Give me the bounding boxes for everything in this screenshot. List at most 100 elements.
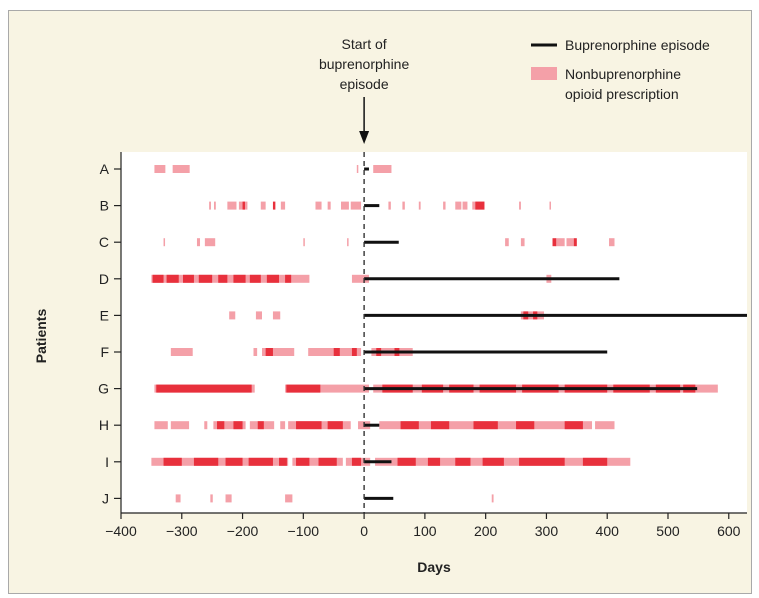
overlap-segment-D-1: [166, 274, 179, 283]
overlap-segment-G-0: [156, 384, 252, 393]
prescription-segment-B-1: [213, 201, 216, 210]
prescription-segment-D-1: [351, 274, 369, 283]
overlap-segment-C-1: [573, 238, 577, 247]
prescription-segment-J-1: [210, 494, 213, 503]
prescription-segment-J-0: [175, 494, 181, 503]
prescription-segment-B-4: [260, 201, 266, 210]
prescription-segment-A-1: [172, 165, 190, 173]
chart-svg: A B C D E F G H I J −400 −300 −200 −100 0 100 200 300 400…: [33, 36, 747, 575]
overlap-segment-I-6: [318, 457, 337, 466]
x-tick-label-200: 200: [474, 523, 498, 539]
prescription-segment-C-5: [505, 238, 509, 247]
overlap-segment-H-3: [296, 421, 322, 430]
overlap-segment-I-12: [519, 457, 565, 466]
prescription-segment-H-5: [280, 421, 286, 430]
prescription-segment-C-0: [163, 238, 166, 247]
prescription-segment-J-3: [285, 494, 293, 503]
prescription-segment-B-7: [327, 201, 331, 210]
prescription-segment-F-0: [170, 348, 193, 356]
overlap-segment-C-0: [552, 238, 557, 247]
x-tick-label--100: −100: [288, 523, 320, 539]
figure-panel: A B C D E F G H I J −400 −300 −200 −100 0 100 200 300 400…: [8, 10, 752, 594]
x-tick-label-500: 500: [656, 523, 680, 539]
prescription-segment-G-1: [285, 384, 369, 393]
prescription-segment-A-3: [373, 165, 392, 173]
start-annotation: Start of buprenorphine episode: [319, 36, 410, 144]
x-tick-label-300: 300: [535, 523, 559, 539]
overlap-segment-I-4: [279, 457, 287, 466]
overlap-segment-H-6: [430, 421, 450, 430]
overlap-segment-I-3: [248, 457, 273, 466]
overlap-segment-I-5: [296, 457, 310, 466]
overlap-segment-G-1: [286, 384, 321, 393]
y-tick-label-E: E: [100, 307, 109, 323]
x-tick-label-400: 400: [596, 523, 620, 539]
prescription-segment-A-2: [356, 165, 359, 173]
y-tick-label-C: C: [99, 234, 109, 250]
prescription-segment-H-2: [204, 421, 208, 430]
overlap-segment-H-0: [217, 421, 225, 430]
x-tick-label--200: −200: [227, 523, 259, 539]
y-tick-label-A: A: [100, 161, 110, 177]
overlap-segment-I-1: [193, 457, 219, 466]
x-tick-label--400: −400: [105, 523, 137, 539]
buprenorphine-layer: [364, 167, 747, 500]
prescription-segment-B-12: [418, 201, 421, 210]
overlap-segment-H-2: [257, 421, 264, 430]
overlap-segment-D-2: [182, 274, 194, 283]
prescription-segment-B-5: [280, 201, 286, 210]
annotation-line-2: episode: [340, 76, 389, 92]
prescription-segment-B-18: [549, 201, 551, 210]
prescription-segment-H-0: [154, 421, 168, 430]
prescription-segment-C-7: [555, 238, 565, 247]
y-tick-label-J: J: [102, 490, 109, 506]
prescription-segment-F-1: [253, 348, 258, 356]
prescription-segment-C-2: [204, 238, 216, 247]
prescription-segment-H-3: [213, 421, 246, 430]
overlap-segment-F-2: [351, 348, 357, 356]
legend-label-1-1: opioid prescription: [565, 86, 679, 102]
overlap-segment-B-0: [242, 201, 245, 210]
prescription-segment-H-9: [595, 421, 615, 430]
legend: Buprenorphine episode Nonbuprenorphine opi…: [531, 37, 710, 102]
prescription-segment-C-4: [347, 238, 349, 247]
overlap-segment-I-10: [455, 457, 471, 466]
legend-swatch-prescription: [531, 67, 557, 80]
y-axis-title: Patients: [33, 309, 49, 364]
prescription-segment-B-15: [462, 201, 468, 210]
prescription-segment-J-4: [491, 494, 494, 503]
y-tick-label-I: I: [105, 454, 109, 470]
prescription-segment-I-1: [292, 457, 343, 466]
overlap-segment-H-9: [564, 421, 583, 430]
x-axis-title: Days: [417, 559, 451, 575]
legend-label-1-0: Nonbuprenorphine: [565, 66, 681, 82]
prescription-segment-B-9: [350, 201, 362, 210]
overlap-segment-I-7: [351, 457, 362, 466]
prescription-segment-B-13: [443, 201, 446, 210]
overlap-segment-I-13: [582, 457, 608, 466]
y-tick-label-D: D: [99, 271, 109, 287]
prescription-segment-C-9: [609, 238, 615, 247]
overlap-segment-H-7: [473, 421, 498, 430]
annotation-arrow-head: [359, 131, 370, 144]
prescription-segment-C-8: [566, 238, 574, 247]
overlap-segment-I-2: [225, 457, 243, 466]
overlap-segment-D-7: [266, 274, 280, 283]
prescription-segment-B-17: [519, 201, 521, 210]
overlap-segment-F-0: [265, 348, 273, 356]
annotation-line-1: buprenorphine: [319, 56, 410, 72]
overlap-segment-I-9: [427, 457, 441, 466]
y-axis: A B C D E F G H I J: [98, 161, 121, 506]
prescription-segment-C-6: [520, 238, 525, 247]
overlap-segment-I-0: [163, 457, 182, 466]
prescription-segment-B-0: [209, 201, 211, 210]
overlap-segment-D-0: [152, 274, 164, 283]
overlap-segment-H-4: [327, 421, 343, 430]
overlap-segment-D-5: [233, 274, 246, 283]
x-tick-label--300: −300: [166, 523, 198, 539]
prescription-segment-B-2: [227, 201, 237, 210]
y-tick-label-B: B: [100, 198, 109, 214]
overlap-segment-I-8: [397, 457, 416, 466]
legend-label-0-0: Buprenorphine episode: [565, 37, 710, 53]
prescription-segment-D-0: [151, 274, 310, 283]
